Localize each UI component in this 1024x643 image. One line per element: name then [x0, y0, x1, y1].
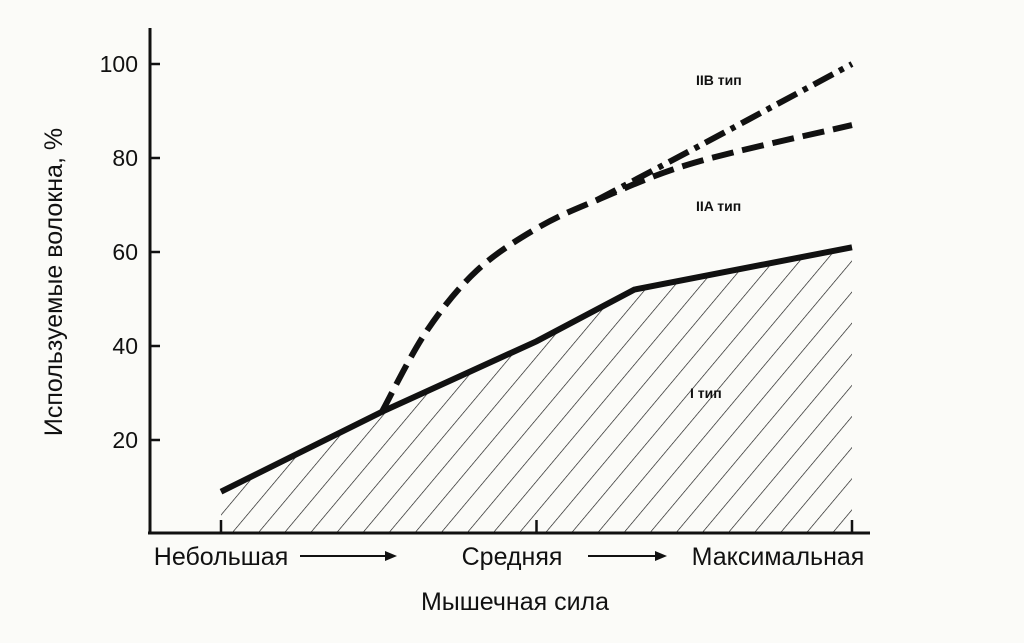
- y-tick-label: 20: [112, 427, 138, 453]
- y-tick-label: 80: [112, 145, 138, 171]
- type-i-hatched-area: [221, 247, 852, 535]
- y-tick-label: 40: [112, 333, 138, 359]
- series-label-iia: IIA тип: [696, 198, 741, 214]
- x-tick-label-1: Средняя: [462, 543, 563, 571]
- series-line-2: [595, 61, 854, 203]
- x-tick-label-2: Максимальная: [692, 543, 865, 571]
- series-line-0: [219, 244, 853, 495]
- x-tick-label-0: Небольшая: [154, 543, 288, 571]
- arrow-icon: [588, 551, 667, 561]
- arrow-icon: [300, 551, 397, 561]
- series-line-1: [379, 122, 853, 414]
- series-label-iib: IIB тип: [696, 72, 742, 88]
- series-label-i: I тип: [690, 385, 722, 401]
- y-axis-label: Используемые волокна, %: [40, 128, 68, 436]
- x-axis-label: Мышечная сила: [421, 588, 609, 616]
- y-tick-label: 100: [100, 51, 138, 77]
- y-tick-label: 60: [112, 239, 138, 265]
- hatched-area: [221, 247, 852, 535]
